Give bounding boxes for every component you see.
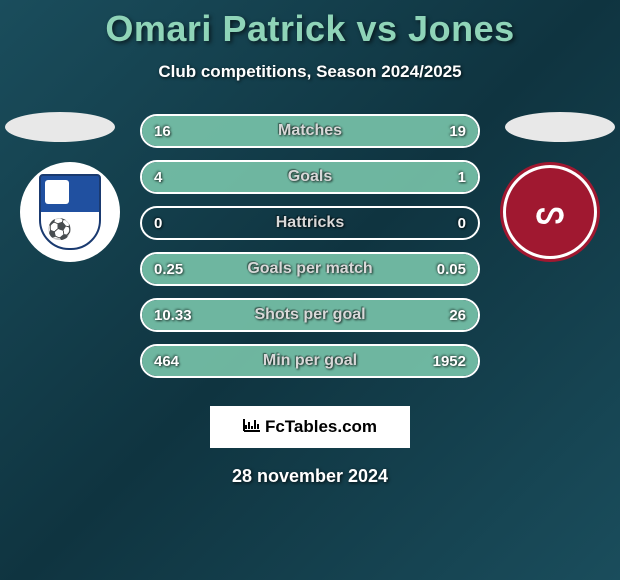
stat-row: 0.25Goals per match0.05 [140,252,480,286]
stat-value-right: 0.05 [408,261,478,278]
player-photo-right [505,112,615,142]
stat-row: 16Matches19 [140,114,480,148]
stat-value-right: 26 [408,307,478,324]
subtitle: Club competitions, Season 2024/2025 [0,62,620,82]
stat-row: 464Min per goal1952 [140,344,480,378]
chart-icon [243,418,261,437]
stat-value-right: 0 [408,215,478,232]
comparison-card: Omari Patrick vs Jones Club competitions… [0,0,620,487]
stat-value-right: 1952 [408,353,478,370]
date-text: 28 november 2024 [0,466,620,487]
stats-list: 16Matches19 4Goals1 0Hattricks0 0.25Goals p… [140,114,480,390]
player-photo-left [5,112,115,142]
stat-row: 0Hattricks0 [140,206,480,240]
brand-text: FcTables.com [265,417,377,437]
stat-value-right: 1 [408,169,478,186]
stat-row: 4Goals1 [140,160,480,194]
team-badge-left [20,162,120,262]
tranmere-crest-icon [39,174,101,250]
main-area: ᔕ 16Matches19 4Goals1 0Hattricks0 0.25Goals… [0,112,620,392]
stat-value-right: 19 [408,123,478,140]
morecambe-ring-icon [503,165,597,259]
stat-row: 10.33Shots per goal26 [140,298,480,332]
team-badge-right: ᔕ [500,162,600,262]
page-title: Omari Patrick vs Jones [0,8,620,50]
brand-box[interactable]: FcTables.com [210,406,410,448]
